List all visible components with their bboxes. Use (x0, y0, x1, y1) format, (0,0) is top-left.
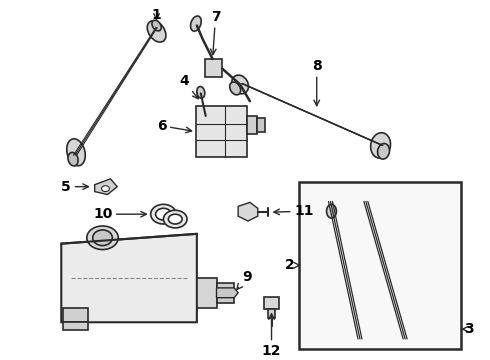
Text: 12: 12 (262, 314, 281, 358)
Ellipse shape (378, 144, 390, 159)
Ellipse shape (164, 210, 187, 228)
Bar (257, 118, 265, 132)
Ellipse shape (151, 204, 176, 224)
Bar (205, 59, 222, 77)
Ellipse shape (67, 139, 85, 166)
Ellipse shape (93, 230, 112, 246)
Text: 7: 7 (211, 10, 220, 55)
Bar (264, 297, 279, 309)
Ellipse shape (232, 75, 248, 94)
Polygon shape (217, 288, 238, 298)
Text: 11: 11 (274, 204, 314, 218)
Bar (299, 182, 461, 349)
Text: 5: 5 (61, 180, 88, 194)
Bar (247, 116, 257, 134)
Ellipse shape (326, 204, 336, 218)
Ellipse shape (152, 20, 161, 31)
Text: 1: 1 (152, 8, 161, 22)
Text: 6: 6 (157, 119, 192, 133)
Text: 3: 3 (461, 322, 474, 336)
Ellipse shape (191, 16, 201, 31)
Text: 4: 4 (179, 73, 198, 99)
Text: 9: 9 (237, 270, 252, 289)
Bar (268, 309, 275, 318)
Polygon shape (95, 179, 117, 194)
Ellipse shape (68, 152, 78, 166)
Ellipse shape (197, 86, 205, 98)
Ellipse shape (230, 82, 241, 95)
Bar (197, 278, 217, 307)
Text: 10: 10 (93, 207, 147, 221)
Ellipse shape (87, 226, 118, 249)
Text: 8: 8 (312, 59, 321, 106)
Ellipse shape (147, 21, 166, 42)
Ellipse shape (101, 186, 109, 192)
Bar (63, 307, 88, 322)
Ellipse shape (169, 214, 182, 224)
Ellipse shape (370, 133, 391, 158)
Polygon shape (238, 202, 258, 221)
Polygon shape (61, 234, 197, 322)
Ellipse shape (156, 208, 171, 220)
Bar (196, 106, 247, 157)
Bar (63, 322, 88, 330)
Text: 2: 2 (284, 258, 299, 272)
Bar (217, 283, 234, 303)
